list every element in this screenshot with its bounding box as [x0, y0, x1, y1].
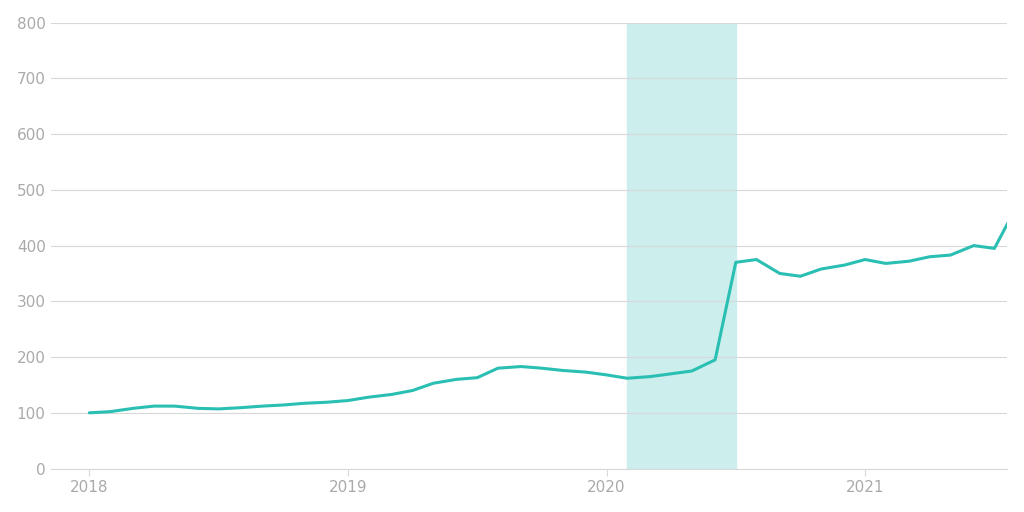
Bar	[627, 23, 736, 468]
